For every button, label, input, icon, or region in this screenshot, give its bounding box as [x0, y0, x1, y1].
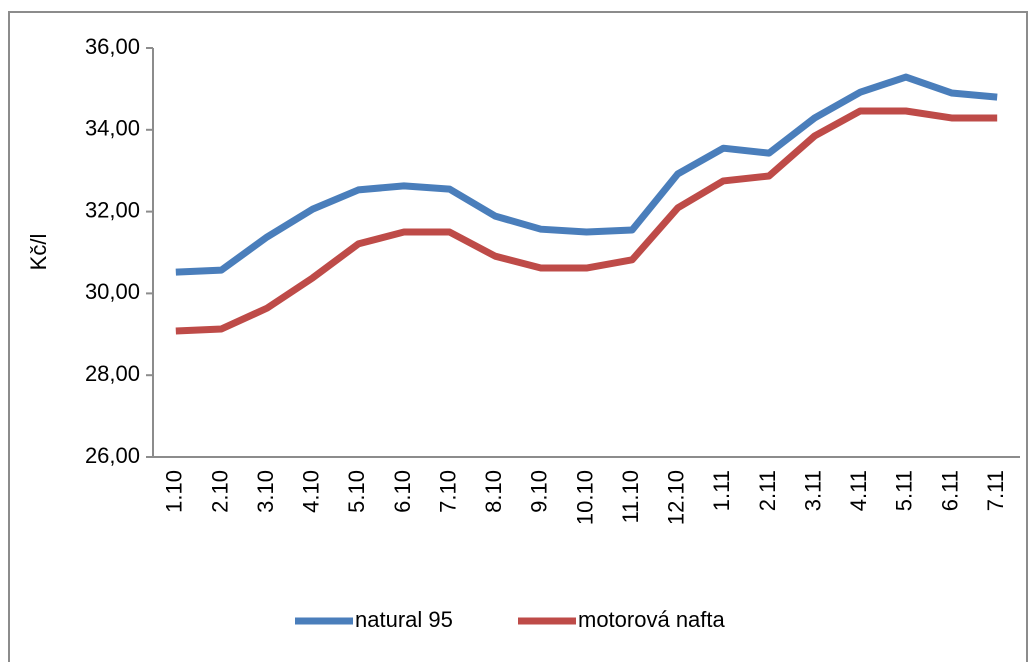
x-tick-label: 5.10: [344, 470, 369, 513]
series-line: [175, 107, 998, 335]
x-tick-label: 12.10: [664, 470, 689, 525]
x-tick-label: 11.10: [618, 470, 643, 523]
x-tick-label: 1.10: [162, 470, 187, 513]
series-line: [175, 73, 998, 276]
x-tick-label: 10.10: [572, 470, 597, 525]
x-tick-label: 7.11: [983, 470, 1008, 511]
x-tick-label: 8.10: [481, 470, 506, 513]
x-tick-label: 3.11: [800, 470, 825, 511]
x-tick-label: 2.11: [755, 470, 780, 511]
y-tick-label: 26,00: [85, 443, 140, 468]
legend-label: natural 95: [355, 607, 453, 632]
x-tick-label: 4.11: [846, 470, 871, 511]
x-tick-label: 6.11: [937, 470, 962, 511]
y-tick-label: 34,00: [85, 116, 140, 141]
y-tick-label: 36,00: [85, 34, 140, 59]
x-tick-label: 5.11: [892, 470, 917, 511]
x-tick-label: 6.10: [390, 470, 415, 513]
x-tick-label: 3.10: [253, 470, 278, 513]
y-tick-label: 32,00: [85, 197, 140, 222]
x-tick-label: 4.10: [299, 470, 324, 513]
chart-frame: [8, 11, 1028, 662]
y-tick-label: 28,00: [85, 361, 140, 386]
x-tick-label: 2.10: [207, 470, 232, 513]
x-tick-label: 7.10: [435, 470, 460, 513]
legend-label: motorová nafta: [578, 607, 726, 632]
x-tick-label: 9.10: [527, 470, 552, 513]
y-tick-label: 30,00: [85, 279, 140, 304]
y-axis-label: Kč/l: [26, 234, 51, 271]
x-tick-label: 1.11: [709, 470, 734, 511]
